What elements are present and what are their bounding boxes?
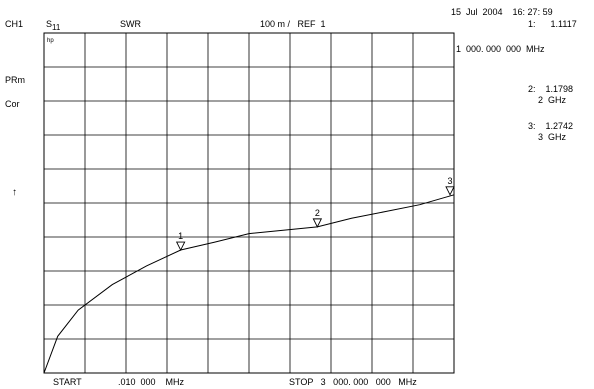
marker-1-frequency: 1 000. 000 000 MHz	[456, 44, 545, 54]
marker-1-triangle	[175, 241, 186, 252]
reference-arrow-icon: ↑	[12, 187, 17, 198]
prm-annotation: PRm	[5, 75, 25, 85]
marker-3-value: 3: 1.2742	[528, 121, 574, 131]
marker-1-value: 1: 1.1117	[528, 19, 577, 29]
marker-2-label: 2	[315, 208, 320, 218]
start-frequency: .010 000 MHz	[118, 377, 185, 387]
marker-2-value: 2: 1.1798	[528, 84, 574, 94]
marker-1-label: 1	[178, 231, 183, 241]
cor-annotation: Cor	[5, 99, 20, 109]
marker-2-frequency: 2 GHz	[538, 95, 567, 105]
parameter-subscript: 11	[52, 23, 61, 32]
plot-markers: 1 2 3	[175, 176, 455, 252]
marker-3-frequency: 3 GHz	[538, 132, 567, 142]
channel-label: CH1	[5, 19, 24, 29]
marker-3-label: 3	[447, 176, 452, 186]
plot-grid	[43, 32, 455, 374]
start-label: START	[53, 377, 82, 387]
hp-label: hp	[47, 38, 54, 44]
parameter-letter: S	[46, 19, 53, 29]
marker-3-triangle	[445, 186, 455, 196]
marker-2-triangle	[312, 218, 323, 228]
scale-ref-label: 100 m / REF 1	[260, 19, 326, 29]
stop-label: STOP 3 000. 000 000 MHz	[289, 377, 417, 387]
format-label: SWR	[120, 19, 141, 29]
plot-trace	[43, 194, 455, 374]
datetime-label: 15 Jul 2004 16: 27: 59	[451, 7, 553, 17]
parameter-label: S11	[46, 19, 60, 33]
swr-trace-line	[43, 194, 455, 374]
